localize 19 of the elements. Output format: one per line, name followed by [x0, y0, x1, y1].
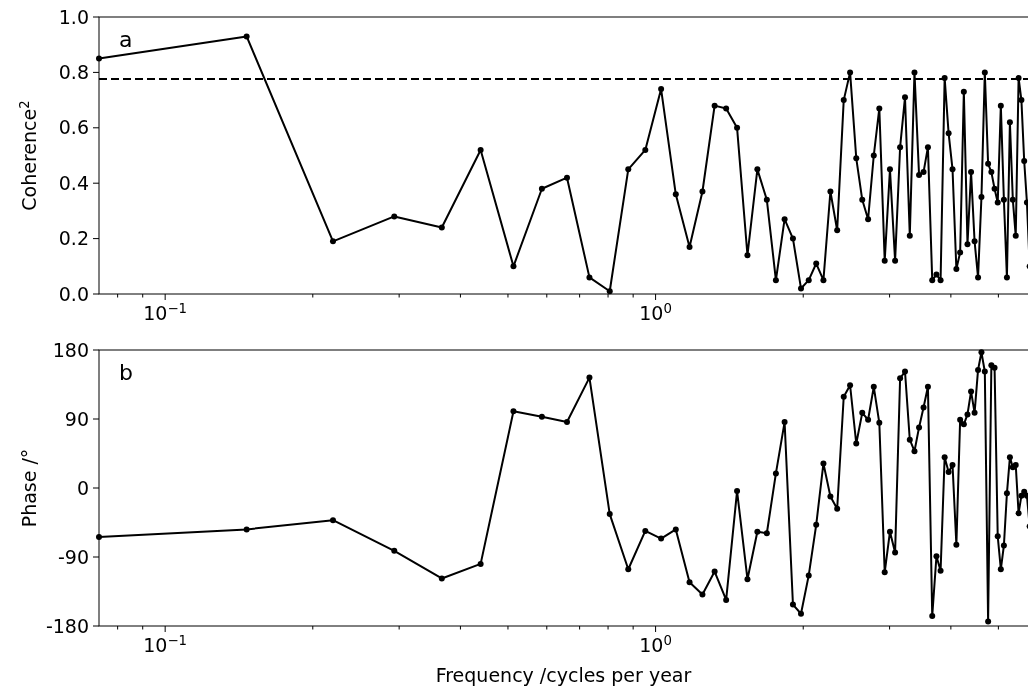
- y-tick-label: -90: [57, 545, 89, 568]
- x-tick-label: 10$^{−1}$: [143, 300, 188, 324]
- y-tick-label: 180: [52, 338, 89, 361]
- y-tick-label: 0.8: [58, 61, 89, 84]
- y-tick-label: 0.4: [58, 171, 89, 194]
- y-tick-label: 0: [76, 476, 89, 499]
- y-tick-label: 1.0: [58, 5, 89, 28]
- y-tick-label: -180: [45, 614, 89, 637]
- x-tick-label: 10$^{0}$: [639, 300, 672, 324]
- x-tick-label: 10$^{0}$: [639, 632, 672, 656]
- y-tick-label: 0.0: [58, 282, 89, 305]
- annotation: a: [119, 27, 133, 52]
- x-tick-label: 10$^{−1}$: [143, 632, 188, 656]
- x-axis-title: Frequency /cycles per year: [435, 664, 692, 686]
- y-tick-label: 0.2: [58, 227, 89, 250]
- y-tick-label: 0.6: [58, 116, 89, 139]
- annotation: b: [119, 360, 133, 385]
- y-axis-title: Phase /°: [18, 448, 40, 528]
- y-tick-label: 90: [64, 407, 89, 430]
